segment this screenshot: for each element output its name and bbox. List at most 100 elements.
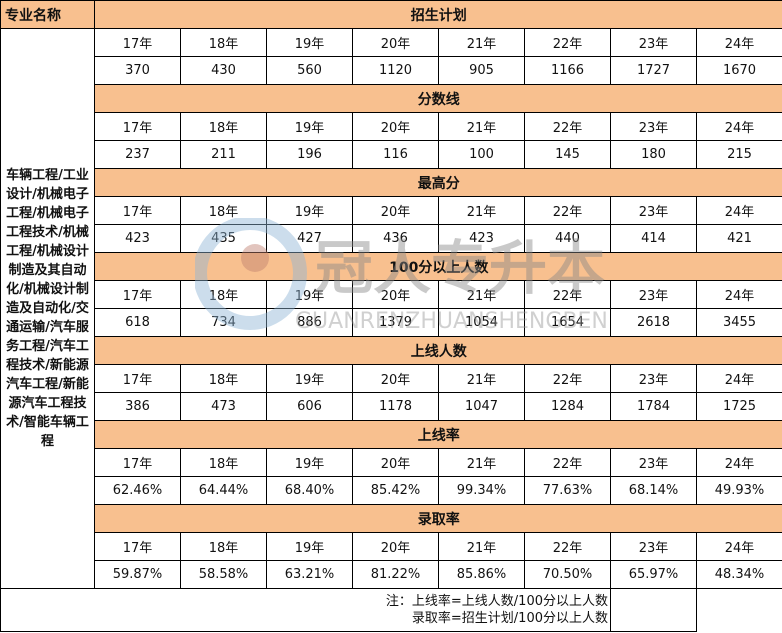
year-cell: 18年 (180, 112, 267, 141)
section-header-row: 最高分 (1, 168, 782, 197)
year-row: 车辆工程/工业设计/机械电子工程/机械电子工程技术/机械工程/机械设计制造及其自… (0, 28, 782, 589)
year-cell: 22年 (524, 112, 611, 141)
value-cell: 70.50% (524, 560, 611, 589)
year-cell: 21年 (438, 28, 525, 57)
value-cell: 370 (94, 56, 181, 85)
value-cell: 68.40% (266, 476, 353, 505)
year-cell: 21年 (438, 364, 525, 393)
value-cell: 423 (94, 224, 181, 253)
year-cell: 23年 (610, 280, 697, 309)
major-names: 车辆工程/工业设计/机械电子工程/机械电子工程技术/机械工程/机械设计制造及其自… (0, 28, 95, 589)
year-cell: 18年 (180, 280, 267, 309)
year-cell: 20年 (352, 196, 439, 225)
year-cell: 20年 (352, 112, 439, 141)
value-cell: 145 (524, 140, 611, 169)
value-cell: 560 (266, 56, 353, 85)
year-cell: 17年 (94, 448, 181, 477)
value-cell: 63.21% (266, 560, 353, 589)
year-cell: 18年 (180, 532, 267, 561)
year-cell: 20年 (352, 532, 439, 561)
value-cell: 734 (180, 308, 267, 337)
value-cell: 64.44% (180, 476, 267, 505)
value-cell: 606 (266, 392, 353, 421)
value-cell: 1178 (352, 392, 439, 421)
section-header-row: 录取率 (1, 504, 782, 533)
year-cell: 18年 (180, 28, 267, 57)
year-cell: 24年 (696, 112, 782, 141)
value-cell: 430 (180, 56, 267, 85)
value-cell: 237 (94, 140, 181, 169)
value-cell: 1054 (438, 308, 525, 337)
year-row: 17年 18年 19年 20年 21年 22年 23年 24年 (1, 196, 782, 225)
value-cell: 62.46% (94, 476, 181, 505)
section-header-row: 上线率 (1, 420, 782, 449)
value-cell: 423 (438, 224, 525, 253)
value-cell: 59.87% (94, 560, 181, 589)
year-cell: 18年 (180, 364, 267, 393)
year-cell: 18年 (180, 196, 267, 225)
value-cell: 1670 (696, 56, 782, 85)
section-title: 招生计划 (94, 0, 782, 29)
value-row: 618 734 886 1379 1054 1654 2618 3455 (1, 308, 782, 337)
value-cell: 68.14% (610, 476, 697, 505)
year-cell: 17年 (94, 280, 181, 309)
section-header-row: 分数线 (1, 84, 782, 113)
value-cell: 473 (180, 392, 267, 421)
year-cell: 17年 (94, 196, 181, 225)
value-cell: 440 (524, 224, 611, 253)
section-header-row: 上线人数 (1, 336, 782, 365)
year-cell: 24年 (696, 28, 782, 57)
year-cell: 23年 (610, 532, 697, 561)
year-cell: 24年 (696, 448, 782, 477)
section-title: 上线率 (94, 420, 782, 449)
value-cell: 435 (180, 224, 267, 253)
year-cell: 22年 (524, 196, 611, 225)
value-cell: 180 (610, 140, 697, 169)
year-cell: 23年 (610, 112, 697, 141)
year-cell: 21年 (438, 112, 525, 141)
year-cell: 19年 (266, 364, 353, 393)
value-cell: 1284 (524, 392, 611, 421)
value-cell: 1725 (696, 392, 782, 421)
value-cell: 196 (266, 140, 353, 169)
value-row: 386 473 606 1178 1047 1284 1784 1725 (1, 392, 782, 421)
value-cell: 1047 (438, 392, 525, 421)
year-cell: 19年 (266, 112, 353, 141)
value-cell: 99.34% (438, 476, 525, 505)
year-cell: 23年 (610, 28, 697, 57)
year-cell: 17年 (94, 532, 181, 561)
year-cell: 24年 (696, 532, 782, 561)
value-cell: 58.58% (180, 560, 267, 589)
value-cell: 427 (266, 224, 353, 253)
value-cell: 414 (610, 224, 697, 253)
value-cell: 2618 (610, 308, 697, 337)
section-title: 录取率 (94, 504, 782, 533)
year-cell: 23年 (610, 364, 697, 393)
value-cell: 421 (696, 224, 782, 253)
value-cell: 1166 (524, 56, 611, 85)
year-cell: 20年 (352, 28, 439, 57)
value-row: 370 430 560 1120 905 1166 1727 1670 (1, 56, 782, 85)
year-cell: 22年 (524, 364, 611, 393)
year-cell: 19年 (266, 448, 353, 477)
year-cell: 21年 (438, 448, 525, 477)
value-cell: 116 (352, 140, 439, 169)
year-cell: 19年 (266, 532, 353, 561)
value-cell: 215 (696, 140, 782, 169)
year-cell: 24年 (696, 280, 782, 309)
value-cell: 49.93% (696, 476, 782, 505)
year-cell: 17年 (94, 28, 181, 57)
section-title: 100分以上人数 (94, 252, 782, 281)
value-cell: 618 (94, 308, 181, 337)
year-cell: 17年 (94, 364, 181, 393)
year-cell: 24年 (696, 364, 782, 393)
note-line-1: 注：上线率=上线人数/100分以上人数 (385, 594, 608, 609)
year-cell: 20年 (352, 448, 439, 477)
year-row: 17年 18年 19年 20年 21年 22年 23年 24年 (1, 532, 782, 561)
value-cell: 81.22% (352, 560, 439, 589)
year-cell: 23年 (610, 196, 697, 225)
value-cell: 886 (266, 308, 353, 337)
section-header-row: 100分以上人数 (1, 252, 782, 281)
note-line-2: 录取率=招生计划/100分以上人数 (411, 611, 608, 626)
note-row: 注：上线率=上线人数/100分以上人数录取率=招生计划/100分以上人数 (0, 588, 782, 632)
